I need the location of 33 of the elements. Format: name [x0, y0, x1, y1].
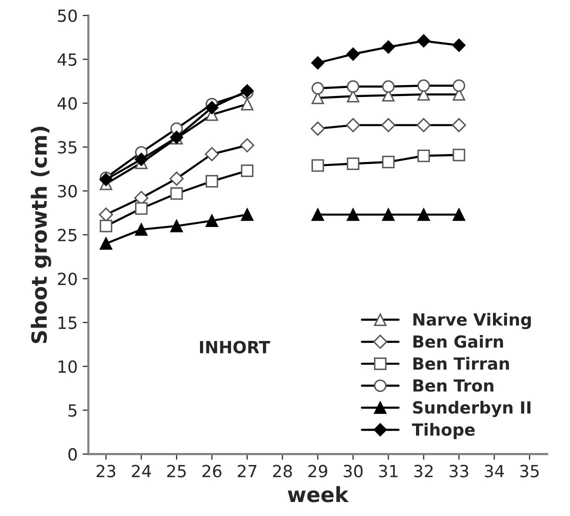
- x-tick-label: 31: [379, 464, 398, 478]
- y-tick-label: 5: [68, 404, 76, 417]
- legend-label: Ben Tron: [413, 379, 494, 392]
- legend-label: Narve Viking: [413, 312, 531, 330]
- legend-label: Ben Gairn: [413, 334, 503, 348]
- legend-label: Ben Tirran: [413, 356, 509, 370]
- x-axis-title: week: [288, 486, 349, 502]
- x-tick-label: 35: [520, 464, 539, 478]
- x-tick-label: 27: [238, 464, 256, 478]
- y-tick-label: 35: [58, 141, 76, 154]
- x-tick-label: 32: [414, 464, 433, 478]
- annotation: INHORT: [200, 340, 270, 354]
- x-tick-label: 33: [450, 464, 468, 478]
- y-axis-title: Shoot growth (cm): [30, 126, 52, 344]
- y-tick-label: 0: [68, 448, 77, 461]
- x-tick-label: 28: [273, 464, 292, 478]
- y-tick-label: 50: [58, 9, 77, 22]
- x-tick-label: 26: [202, 464, 222, 478]
- legend-label: Tihope: [412, 422, 475, 440]
- y-tick-label: 20: [58, 272, 77, 286]
- x-tick-label: 30: [344, 464, 363, 478]
- x-tick-label: 24: [132, 464, 151, 478]
- x-tick-label: 34: [484, 464, 504, 478]
- y-tick-label: 30: [58, 184, 77, 198]
- x-tick-label: 25: [167, 464, 186, 478]
- y-tick-label: 25: [58, 228, 76, 242]
- x-tick-label: 29: [308, 464, 328, 478]
- y-tick-label: 10: [58, 360, 77, 373]
- legend-label: Sunderbyn II: [413, 400, 530, 418]
- y-tick-label: 45: [58, 54, 76, 66]
- y-tick-label: 40: [58, 97, 77, 110]
- x-tick-label: 23: [96, 464, 116, 478]
- y-tick-label: 15: [58, 316, 76, 330]
